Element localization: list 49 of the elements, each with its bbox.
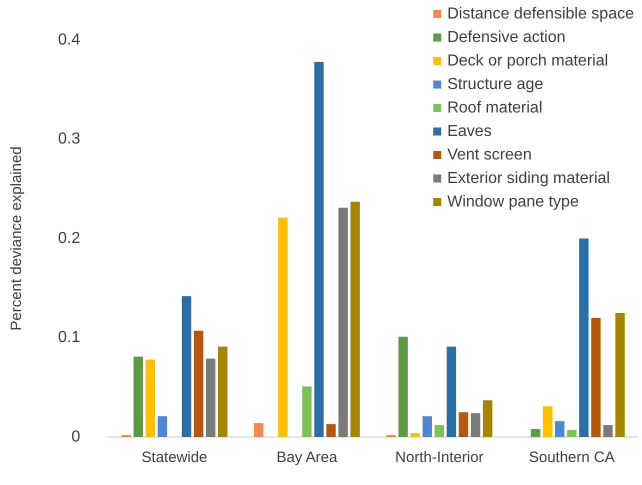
bar [326, 424, 336, 437]
bar [302, 386, 312, 437]
legend-label: Deck or porch material [447, 52, 608, 70]
bar [603, 425, 613, 437]
bar [615, 312, 625, 437]
legend-label: Window pane type [447, 193, 579, 210]
x-tick-label: Southern CA [528, 449, 615, 466]
bar [146, 360, 156, 437]
legend-label: Exterior siding material [447, 170, 610, 187]
bar [542, 406, 552, 437]
x-tick-label: North-Interior [395, 449, 484, 466]
bar [555, 421, 564, 437]
bar [446, 346, 456, 437]
bar [182, 296, 192, 437]
bar [194, 330, 204, 437]
bar [278, 218, 288, 437]
bar [482, 400, 492, 437]
bar [591, 318, 601, 437]
bar [567, 430, 576, 437]
bar [314, 62, 324, 437]
y-axis-title: Percent deviance explained [8, 146, 26, 331]
legend-label: Eaves [447, 122, 492, 140]
bar [579, 238, 589, 437]
bar [206, 358, 216, 437]
bar [218, 346, 228, 437]
y-tick-label: 0 [71, 428, 80, 446]
y-tick-label: 0.1 [58, 329, 80, 346]
bar [158, 416, 168, 437]
bar [134, 356, 143, 437]
legend-label: Roof material [447, 99, 542, 116]
legend-label: Distance defensible space [447, 5, 634, 22]
bar [350, 202, 360, 437]
bar [530, 429, 540, 437]
y-tick-label: 0.4 [58, 31, 80, 48]
bar [338, 208, 348, 437]
bar [434, 425, 444, 437]
bar [470, 413, 480, 437]
bar [254, 423, 264, 437]
bar [398, 336, 408, 437]
bar [410, 433, 420, 437]
legend-label: Defensive action [447, 28, 566, 46]
x-tick-label: Statewide [142, 449, 208, 466]
bar [422, 416, 432, 437]
x-tick-label: Bay Area [276, 449, 338, 466]
legend-label: Vent screen [447, 146, 532, 164]
y-tick-label: 0.3 [58, 130, 80, 148]
bar [458, 412, 468, 437]
legend-label: Structure age [447, 76, 544, 93]
y-tick-label: 0.2 [58, 230, 80, 247]
